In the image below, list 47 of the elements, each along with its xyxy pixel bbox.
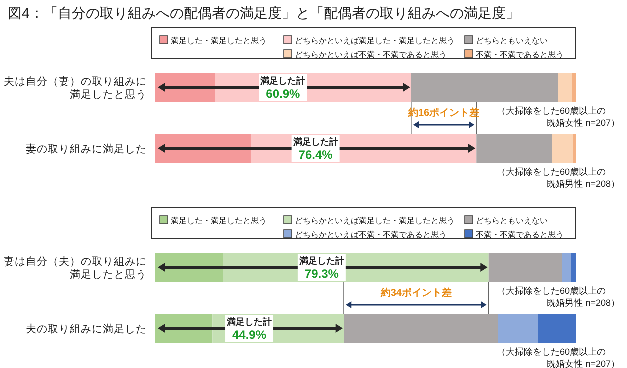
legend-label: 満足した・満足したと思う [171,36,267,46]
bar [488,253,562,282]
legend-item: どちらかといえば不満・不満であると思う [284,230,447,240]
legend-item: どちらかといえば不満・不満であると思う [284,50,447,60]
bar [155,253,224,282]
y-tick-label: 妻の取り組みに満足した [26,142,147,156]
annotation: 満足した計 76.4% [292,137,338,162]
legend-item: 不満・不満であると思う [464,50,564,60]
bar [571,253,576,282]
annotation: 約34ポイント差 [380,287,452,299]
legend-item: 満足した・満足したと思う [160,36,267,46]
legend-item: どちらかといえば満足した・満足したと思う [284,36,455,46]
legend-label: 不満・不満であると思う [476,230,564,240]
bar [155,134,251,163]
bar [538,314,576,343]
bar [552,134,574,163]
annotation: 満足した計 60.9% [260,76,306,101]
annotation: （大掃除をした60歳以上の既婚男性 n=208） [496,286,620,308]
legend-label: 不満・不満であると思う [476,50,564,60]
legend-label: どちらかといえば不満・不満であると思う [295,230,447,240]
bar [562,253,572,282]
legend-item: どちらともいえない [464,36,548,46]
legend-item: 満足した・満足したと思う [160,216,267,226]
legend-label: どちらともいえない [476,36,548,46]
legend-label: どちらかといえば満足した・満足したと思う [295,216,455,226]
bar [498,314,538,343]
y-tick-label: 夫は自分（妻）の取り組みに満足したと思う [4,75,147,101]
bar [558,73,572,102]
bar [411,73,558,102]
legend-item: どちらかといえば満足した・満足したと思う [284,216,455,226]
legend-label: どちらともいえない [476,216,548,226]
legend-item: どちらともいえない [464,216,548,226]
y-tick-label: 夫の取り組みに満足した [26,322,147,336]
bar [572,73,576,102]
chart-title: 図4：「自分の取り組みへの配偶者の満足度」と「配偶者の取り組みへの満足度」 [8,5,520,21]
legend-label: どちらかといえば満足した・満足したと思う [295,36,455,46]
legend-item: 不満・不満であると思う [464,230,564,240]
annotation: 満足した計 79.3% [298,256,344,281]
legend-label: どちらかといえば不満・不満であると思う [295,50,447,60]
annotation: 満足した計 44.9% [226,317,272,342]
bar [573,134,576,163]
annotation: （大掃除をした60歳以上の既婚男性 n=208） [496,167,620,189]
y-tick-label: 妻は自分（夫）の取り組みに満足したと思う [4,255,147,281]
annotation: （大掃除をした60歳以上の既婚女性 n=207） [496,106,620,128]
bar [344,314,498,343]
bar [476,134,552,163]
legend-label: 満足した・満足したと思う [171,216,267,226]
